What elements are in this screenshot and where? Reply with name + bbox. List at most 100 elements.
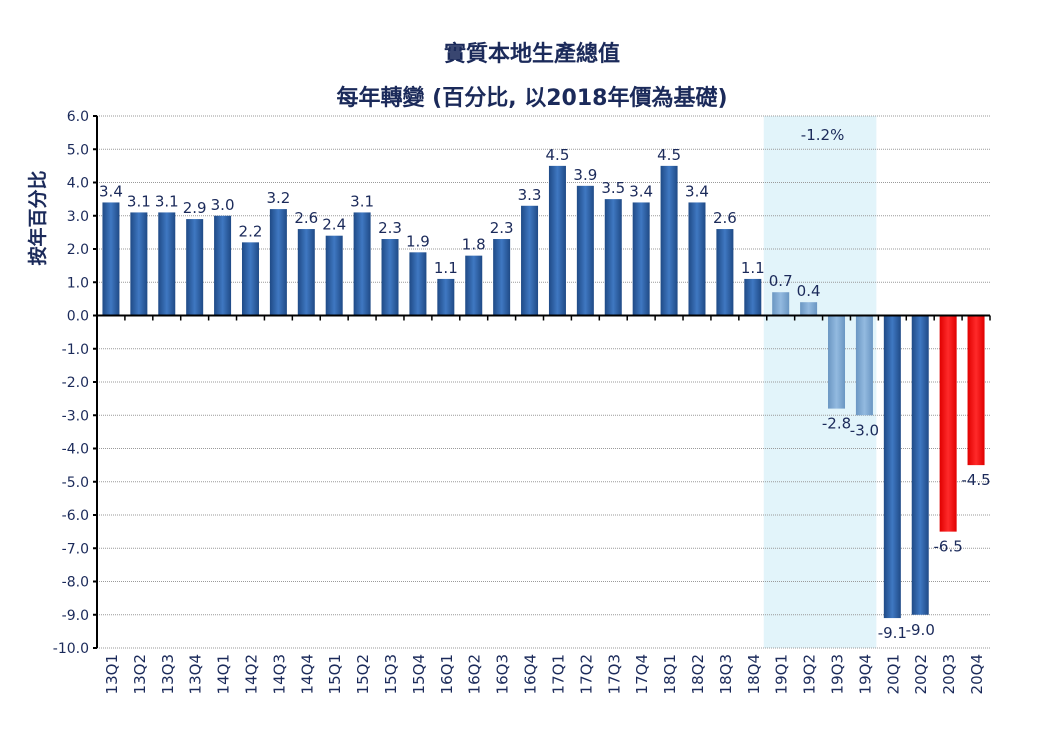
bar-18Q4 [744, 278, 762, 316]
y-tick-label: 5.0 [67, 142, 89, 158]
data-label: 4.5 [657, 146, 681, 164]
bar-18Q2 [688, 202, 706, 316]
bar-20Q4 [967, 315, 985, 466]
x-tick-label: 16Q2 [466, 654, 484, 694]
x-tick-label: 20Q4 [968, 654, 986, 694]
y-tick-label: -1.0 [62, 342, 89, 358]
bar-17Q2 [576, 185, 594, 316]
data-label: 3.1 [155, 192, 179, 210]
data-label: 3.4 [629, 182, 653, 200]
x-tick-label: 17Q4 [633, 654, 651, 694]
data-label: -9.0 [906, 621, 935, 639]
y-tick-label: -6.0 [62, 508, 89, 524]
data-label: 3.1 [127, 192, 151, 210]
bar-14Q3 [269, 209, 287, 316]
x-tick-label: 18Q4 [745, 654, 763, 694]
data-label: -6.5 [934, 538, 963, 556]
x-tick-label: 13Q3 [159, 654, 177, 694]
x-tick-label: 15Q2 [354, 654, 372, 694]
x-tick-label: 16Q1 [438, 654, 456, 694]
x-tick-label: 14Q4 [298, 654, 316, 694]
bar-13Q1 [102, 202, 120, 316]
x-tick-label: 16Q4 [522, 654, 540, 694]
data-label: 2.4 [322, 216, 346, 234]
data-label: 1.9 [406, 232, 430, 250]
x-tick-label: 19Q3 [829, 654, 847, 694]
chart-title: 實質本地生產總值 [443, 42, 620, 67]
data-label: 2.6 [294, 209, 318, 227]
x-tick-label: 13Q1 [103, 654, 121, 694]
x-tick-label: 17Q1 [549, 654, 567, 694]
x-tick-label: 18Q3 [717, 654, 735, 694]
data-label: 3.5 [601, 179, 625, 197]
data-label: 3.3 [518, 186, 542, 204]
bar-19Q3 [828, 315, 846, 409]
bar-15Q3 [381, 239, 399, 316]
data-label: 0.7 [769, 272, 793, 290]
data-label: 2.3 [490, 219, 514, 237]
y-tick-label: -3.0 [62, 408, 89, 424]
bar-17Q4 [632, 202, 650, 316]
bar-16Q3 [493, 239, 511, 316]
data-label: 3.4 [99, 182, 123, 200]
x-tick-label: 15Q3 [382, 654, 400, 694]
bar-15Q1 [325, 235, 343, 316]
x-tick-label: 20Q1 [884, 654, 902, 694]
bar-13Q3 [158, 212, 176, 316]
x-tick-label: 13Q2 [131, 654, 149, 694]
x-tick-label: 14Q2 [242, 654, 260, 694]
y-tick-label: -9.0 [62, 608, 89, 624]
y-tick-label: 3.0 [67, 209, 89, 225]
data-label: -4.5 [961, 471, 990, 489]
data-label: 1.1 [741, 259, 765, 277]
x-tick-label: 20Q3 [940, 654, 958, 694]
bar-14Q4 [297, 229, 315, 316]
data-label: -2.8 [822, 415, 851, 433]
bar-14Q2 [241, 242, 259, 316]
bar-20Q1 [883, 315, 901, 619]
data-label: 4.5 [546, 146, 570, 164]
x-tick-label: 15Q4 [410, 654, 428, 694]
y-axis-title: 按年百分比 [26, 170, 49, 265]
y-tick-label: -2.0 [62, 375, 89, 391]
x-tick-label: 19Q2 [801, 654, 819, 694]
bar-14Q1 [214, 215, 232, 316]
data-label: 3.1 [350, 192, 374, 210]
bar-15Q4 [409, 252, 427, 316]
y-tick-label: -5.0 [62, 475, 89, 491]
y-tick-label: -10.0 [53, 641, 89, 657]
bar-18Q3 [716, 229, 734, 316]
data-label: -9.1 [878, 624, 907, 642]
bar-15Q2 [353, 212, 371, 316]
data-label: 3.0 [211, 196, 235, 214]
highlight-annotation: -1.2% [801, 126, 845, 144]
data-label: 1.1 [434, 259, 458, 277]
x-tick-label: 13Q4 [187, 654, 205, 694]
data-label: 2.6 [713, 209, 737, 227]
bar-18Q1 [660, 165, 678, 316]
data-label: 3.2 [266, 189, 290, 207]
x-tick-label: 16Q3 [494, 654, 512, 694]
x-tick-label: 20Q2 [912, 654, 930, 694]
y-tick-label: 6.0 [67, 109, 89, 125]
bar-19Q2 [800, 302, 818, 316]
chart-subtitle: 每年轉變 (百分比, 以2018年價為基礎) [336, 86, 728, 111]
x-tick-label: 17Q3 [605, 654, 623, 694]
x-tick-label: 19Q1 [773, 654, 791, 694]
y-tick-label: 4.0 [67, 176, 89, 192]
data-label: 3.4 [685, 182, 709, 200]
data-label: 3.9 [573, 166, 597, 184]
x-tick-label: 18Q2 [689, 654, 707, 694]
bar-20Q2 [911, 315, 929, 615]
y-tick-label: -7.0 [62, 541, 89, 557]
x-tick-label: 18Q1 [661, 654, 679, 694]
data-label: 0.4 [797, 282, 821, 300]
bar-19Q1 [772, 292, 790, 316]
bar-16Q1 [437, 278, 455, 316]
x-tick-label: 19Q4 [856, 654, 874, 694]
bar-17Q1 [548, 165, 566, 316]
x-tick-label: 14Q3 [270, 654, 288, 694]
y-tick-label: -8.0 [62, 575, 89, 591]
data-label: 2.2 [239, 222, 263, 240]
x-tick-label: 14Q1 [215, 654, 233, 694]
